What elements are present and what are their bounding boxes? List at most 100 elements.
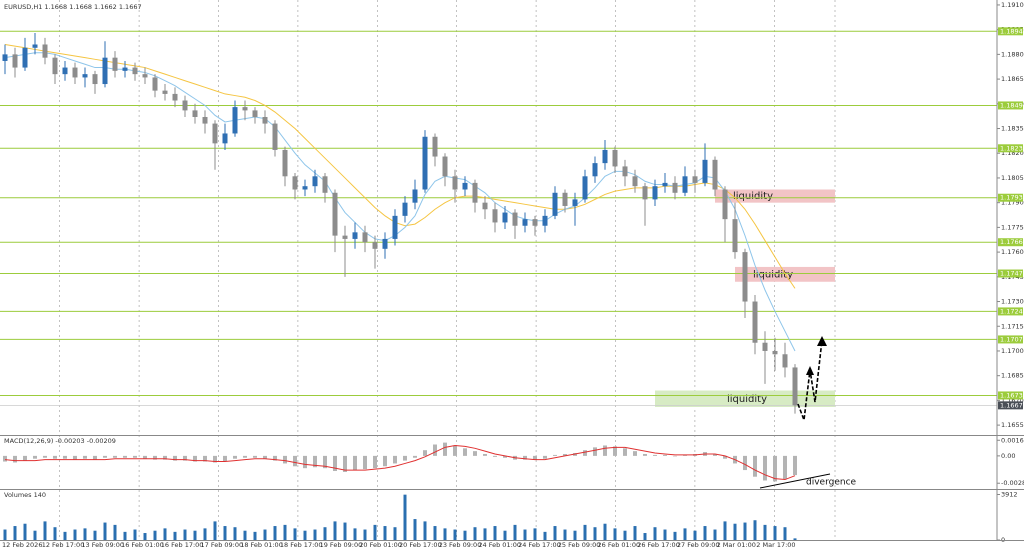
macd-bar [633, 451, 637, 456]
volume-bar [433, 526, 437, 540]
candle-body [122, 67, 128, 71]
macd-bar [123, 455, 127, 458]
level-label: 1.1793 [1000, 194, 1023, 202]
x-tick-label: 24 Feb 17:00 [518, 541, 561, 549]
candle-body [312, 176, 318, 187]
volume-bar [283, 524, 287, 540]
volume-bar [373, 524, 377, 540]
candle-body [462, 182, 468, 190]
volume-bar [773, 526, 777, 540]
volume-bar [313, 529, 317, 540]
volume-bar [163, 528, 167, 540]
volume-bar [173, 531, 177, 540]
level-label: 1.1849 [1000, 101, 1023, 109]
y-tick-label: 3912 [1001, 491, 1018, 499]
candle-body [362, 232, 368, 243]
x-tick-label: 25 Feb 09:00 [558, 541, 601, 549]
candle-body [292, 176, 298, 190]
macd-bar [263, 455, 267, 459]
macd-bar [323, 455, 327, 469]
level-tag [998, 238, 1023, 247]
candle-body [722, 189, 728, 220]
level-label: 1.1894 [1000, 27, 1023, 35]
candle-body [382, 238, 388, 249]
macd-bar [583, 450, 587, 456]
candle-body [182, 100, 188, 111]
macd-bar [553, 454, 557, 456]
volume-bar [763, 524, 767, 540]
volume-label: Volumes 140 [4, 491, 46, 499]
macd-bar [183, 455, 187, 461]
volume-bar [713, 529, 717, 540]
candle-body [452, 176, 458, 190]
macd-bar [473, 451, 477, 456]
volume-bar [503, 530, 507, 540]
candle-body [732, 219, 738, 253]
x-tick-label: 12 Feb 17:00 [42, 541, 85, 549]
volume-bar [583, 524, 587, 540]
candle-body [282, 149, 288, 177]
liquidity-zone [655, 390, 835, 407]
candle-body [652, 186, 658, 200]
volume-bar [703, 526, 707, 540]
candle-body [542, 215, 548, 226]
macd-bar [283, 455, 287, 464]
macd-bar [443, 442, 447, 456]
macd-bar [133, 455, 137, 458]
volume-bar [753, 520, 757, 540]
chart-title: EURUSD,H1 1.1668 1.1668 1.1662 1.1667 [4, 3, 142, 11]
macd-bar [563, 453, 567, 456]
macd-bar [423, 450, 427, 456]
macd-bar [343, 455, 347, 472]
y-tick-label: 1.1670 [1001, 396, 1024, 404]
y-tick-label: 1.1865 [1001, 75, 1024, 83]
macd-bar [213, 455, 217, 463]
volume-bar [323, 527, 327, 540]
level-tag [998, 101, 1023, 110]
volume-bar [13, 526, 17, 540]
divergence-label: divergence [806, 478, 857, 488]
macd-bar [353, 455, 357, 471]
candle-body [152, 77, 158, 91]
candle-body [492, 209, 498, 223]
candle-body [12, 54, 18, 68]
macd-bar [643, 453, 647, 456]
volume-bar [743, 522, 747, 540]
macd-bar [383, 455, 387, 467]
candle-body [212, 123, 218, 144]
macd-bar [233, 455, 237, 459]
volume-bar [83, 528, 87, 540]
volume-bar [463, 530, 467, 540]
x-tick-label: 13 Feb 09:00 [81, 541, 124, 549]
level-tag [998, 269, 1023, 278]
x-tick-label: 20 Feb 17:00 [399, 541, 442, 549]
candle-body [682, 176, 688, 193]
candle-body [222, 133, 228, 144]
macd-bar [143, 455, 147, 459]
volume-bar [643, 533, 647, 540]
candle-body [392, 215, 398, 239]
macd-bar [763, 455, 767, 481]
level-label: 1.1823 [1000, 144, 1023, 152]
y-tick-label: 1.1685 [1001, 372, 1024, 380]
volume-bar [333, 521, 337, 540]
macd-bar [33, 455, 37, 459]
macd-bar [773, 455, 777, 482]
volume-bar [543, 531, 547, 540]
candle-body [592, 163, 598, 177]
x-tick-label: 2 Mar 17:00 [756, 541, 795, 549]
macd-bar [603, 445, 607, 456]
candle-body [272, 123, 278, 150]
macd-bar [413, 455, 417, 458]
x-tick-label: 2 Mar 01:00 [717, 541, 756, 549]
volume-bar [353, 528, 357, 540]
moving-average [4, 43, 796, 289]
volume-bar [673, 531, 677, 540]
candle-body [132, 67, 138, 75]
zone-label: liquidity [733, 191, 773, 202]
volume-bar [793, 538, 797, 540]
candle-body [562, 192, 568, 206]
x-tick-label: 26 Feb 17:00 [637, 541, 680, 549]
